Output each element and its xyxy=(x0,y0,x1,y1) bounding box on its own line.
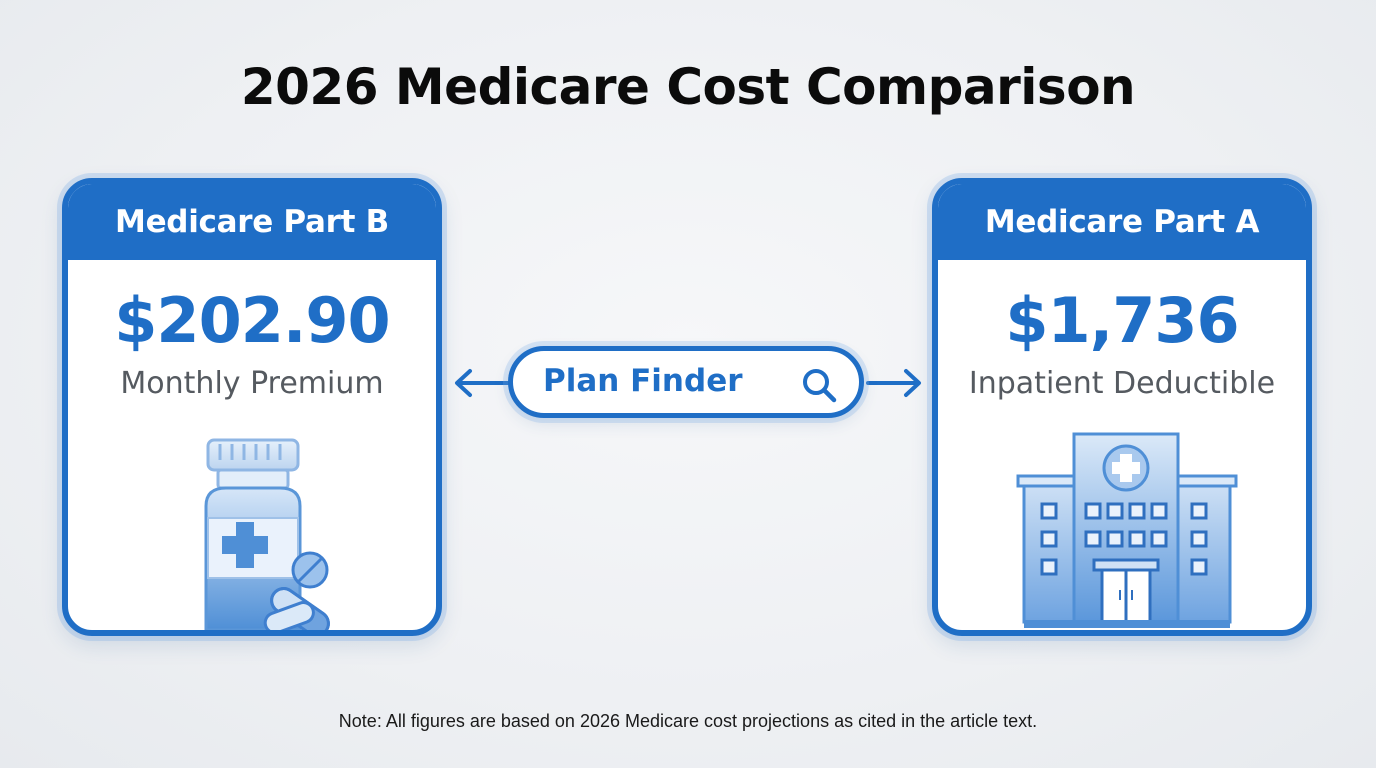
pill-bottle-icon xyxy=(204,438,330,630)
plan-finder-button[interactable]: Plan Finder xyxy=(508,346,864,418)
arrow-left-icon xyxy=(455,369,510,397)
page-title: 2026 Medicare Cost Comparison xyxy=(240,58,1136,116)
part-b-premium-label: Monthly Premium xyxy=(120,366,384,401)
part-a-deductible-label: Inpatient Deductible xyxy=(968,366,1276,401)
plan-finder-label: Plan Finder xyxy=(543,363,743,399)
part-a-deductible-value: $1,736 xyxy=(1005,284,1239,357)
card-header-part-b: Medicare Part B xyxy=(68,184,436,260)
search-icon xyxy=(803,369,837,403)
card-part-b: Medicare Part B $202.90 Monthly Premium xyxy=(62,178,442,636)
part-b-premium-value: $202.90 xyxy=(114,284,390,357)
hospital-icon xyxy=(1016,432,1238,628)
footnote: Note: All figures are based on 2026 Medi… xyxy=(338,711,1038,731)
card-part-a: Medicare Part A $1,736 Inpatient Deducti… xyxy=(932,178,1312,636)
arrow-right-icon xyxy=(866,369,921,397)
card-header-part-a: Medicare Part A xyxy=(938,184,1306,260)
